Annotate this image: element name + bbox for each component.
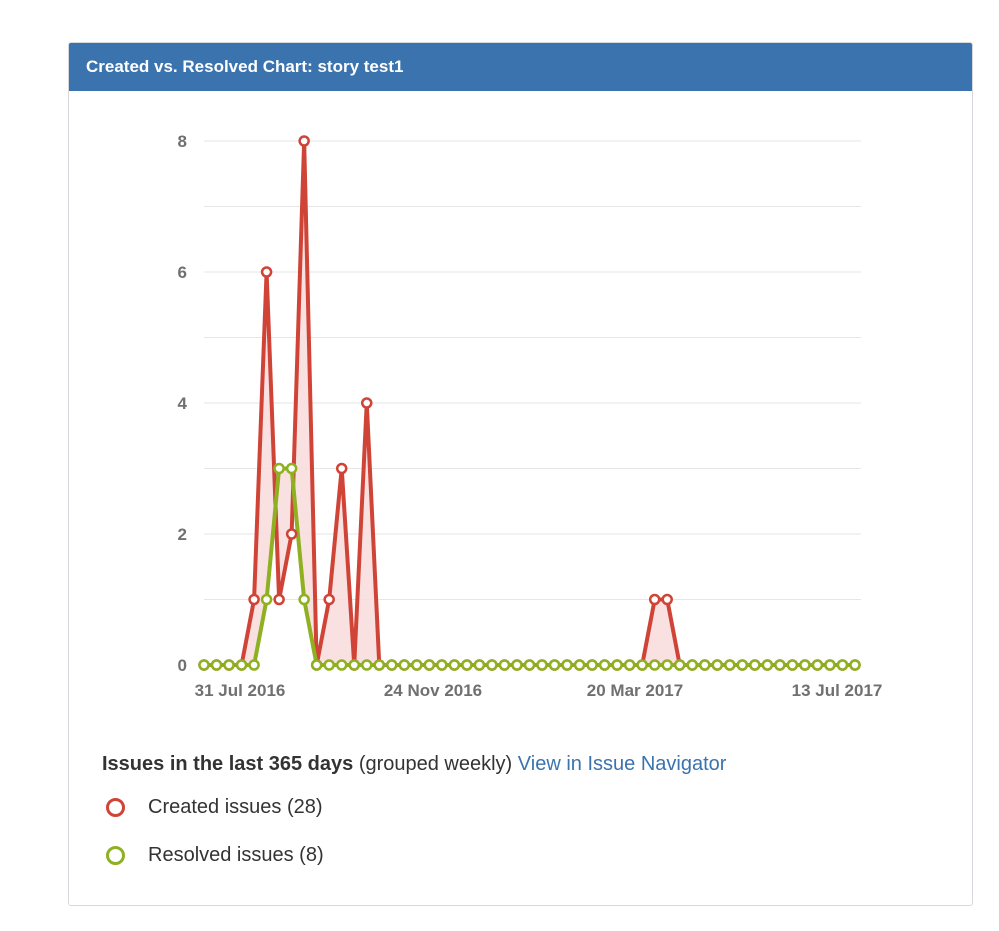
resolved-point: [210, 659, 223, 671]
resolved-point: [198, 659, 210, 671]
resolved-point: [461, 659, 473, 671]
resolved-point: [423, 659, 436, 671]
resolved-point: [761, 659, 774, 671]
resolved-point: [348, 659, 360, 671]
resolved-point: [548, 659, 561, 671]
created-point: [335, 462, 348, 475]
resolved-point: [611, 659, 623, 671]
resolved-point: [285, 462, 298, 475]
series-points: [198, 135, 861, 671]
legend-item-created: Created issues (28): [106, 796, 323, 819]
chart-summary: Issues in the last 365 days (grouped wee…: [102, 753, 726, 776]
gap-area: [204, 141, 855, 665]
resolved-point: [523, 659, 536, 671]
resolved-point: [223, 659, 235, 671]
resolved-point: [749, 659, 761, 671]
legend-label-created: Created issues (28): [148, 796, 323, 818]
created-point: [260, 266, 273, 278]
resolved-point: [373, 659, 386, 671]
created-resolved-gap-area: [204, 141, 855, 665]
resolved-point: [411, 659, 423, 671]
resolved-point: [248, 659, 260, 671]
resolved-point: [235, 659, 248, 671]
resolved-marker-icon: [106, 846, 125, 865]
resolved-point: [598, 659, 611, 671]
resolved-point: [298, 593, 310, 606]
resolved-point: [636, 659, 648, 671]
resolved-point: [774, 659, 786, 671]
resolved-point: [623, 659, 636, 671]
created-point: [361, 397, 373, 409]
created-vs-resolved-gadget: Created vs. Resolved Chart: story test1: [68, 42, 973, 906]
resolved-point: [448, 659, 461, 671]
x-tick-label: 13 Jul 2017: [792, 681, 883, 700]
resolved-point: [511, 659, 523, 671]
summary-grouping: (grouped weekly): [358, 753, 513, 775]
resolved-point: [536, 659, 548, 671]
resolved-point: [699, 659, 711, 671]
y-axis-ticks: 0 2 4 6 8: [178, 132, 188, 675]
resolved-point: [786, 659, 799, 671]
resolved-point: [836, 659, 849, 671]
created-point: [323, 593, 335, 606]
resolved-point: [586, 659, 598, 671]
x-axis-ticks: 31 Jul 2016 24 Nov 2016 20 Mar 2017 13 Jul …: [195, 681, 883, 700]
resolved-point: [335, 659, 348, 671]
resolved-point: [386, 659, 398, 671]
created-point: [273, 593, 285, 606]
legend-item-resolved: Resolved issues (8): [106, 844, 324, 867]
resolved-point: [310, 659, 323, 671]
resolved-point: [473, 659, 486, 671]
legend-label-resolved: Resolved issues (8): [148, 844, 324, 866]
y-tick-label: 6: [178, 263, 187, 282]
y-tick-label: 4: [178, 394, 188, 413]
resolved-point: [673, 659, 686, 671]
created-point: [285, 528, 298, 540]
gadget-title: Created vs. Resolved Chart: story test1: [69, 43, 972, 91]
x-tick-label: 31 Jul 2016: [195, 681, 286, 700]
created-point: [248, 593, 260, 606]
resolved-point: [799, 659, 811, 671]
resolved-point: [849, 659, 861, 671]
resolved-point: [811, 659, 824, 671]
resolved-point: [724, 659, 736, 671]
resolved-point: [711, 659, 724, 671]
resolved-point: [486, 659, 498, 671]
y-tick-label: 0: [178, 656, 187, 675]
created-point: [648, 593, 661, 606]
resolved-point: [361, 659, 373, 671]
x-tick-label: 24 Nov 2016: [384, 681, 482, 700]
resolved-point: [498, 659, 511, 671]
y-tick-label: 2: [178, 525, 187, 544]
resolved-point: [323, 659, 335, 671]
issue-navigator-link[interactable]: View in Issue Navigator: [517, 753, 727, 775]
resolved-point: [661, 659, 673, 671]
created-point: [661, 593, 673, 606]
created-point: [298, 135, 310, 147]
resolved-point: [686, 659, 698, 671]
y-tick-label: 8: [178, 132, 187, 151]
resolved-point: [648, 659, 661, 671]
resolved-point: [398, 659, 411, 671]
resolved-point: [824, 659, 836, 671]
created-marker-icon: [106, 798, 125, 817]
summary-title: Issues in the last 365 days: [102, 753, 354, 775]
resolved-point: [260, 593, 273, 606]
resolved-point: [561, 659, 573, 671]
resolved-point: [573, 659, 586, 671]
x-tick-label: 20 Mar 2017: [587, 681, 683, 700]
resolved-point: [436, 659, 448, 671]
resolved-point: [736, 659, 749, 671]
resolved-point: [273, 462, 285, 475]
